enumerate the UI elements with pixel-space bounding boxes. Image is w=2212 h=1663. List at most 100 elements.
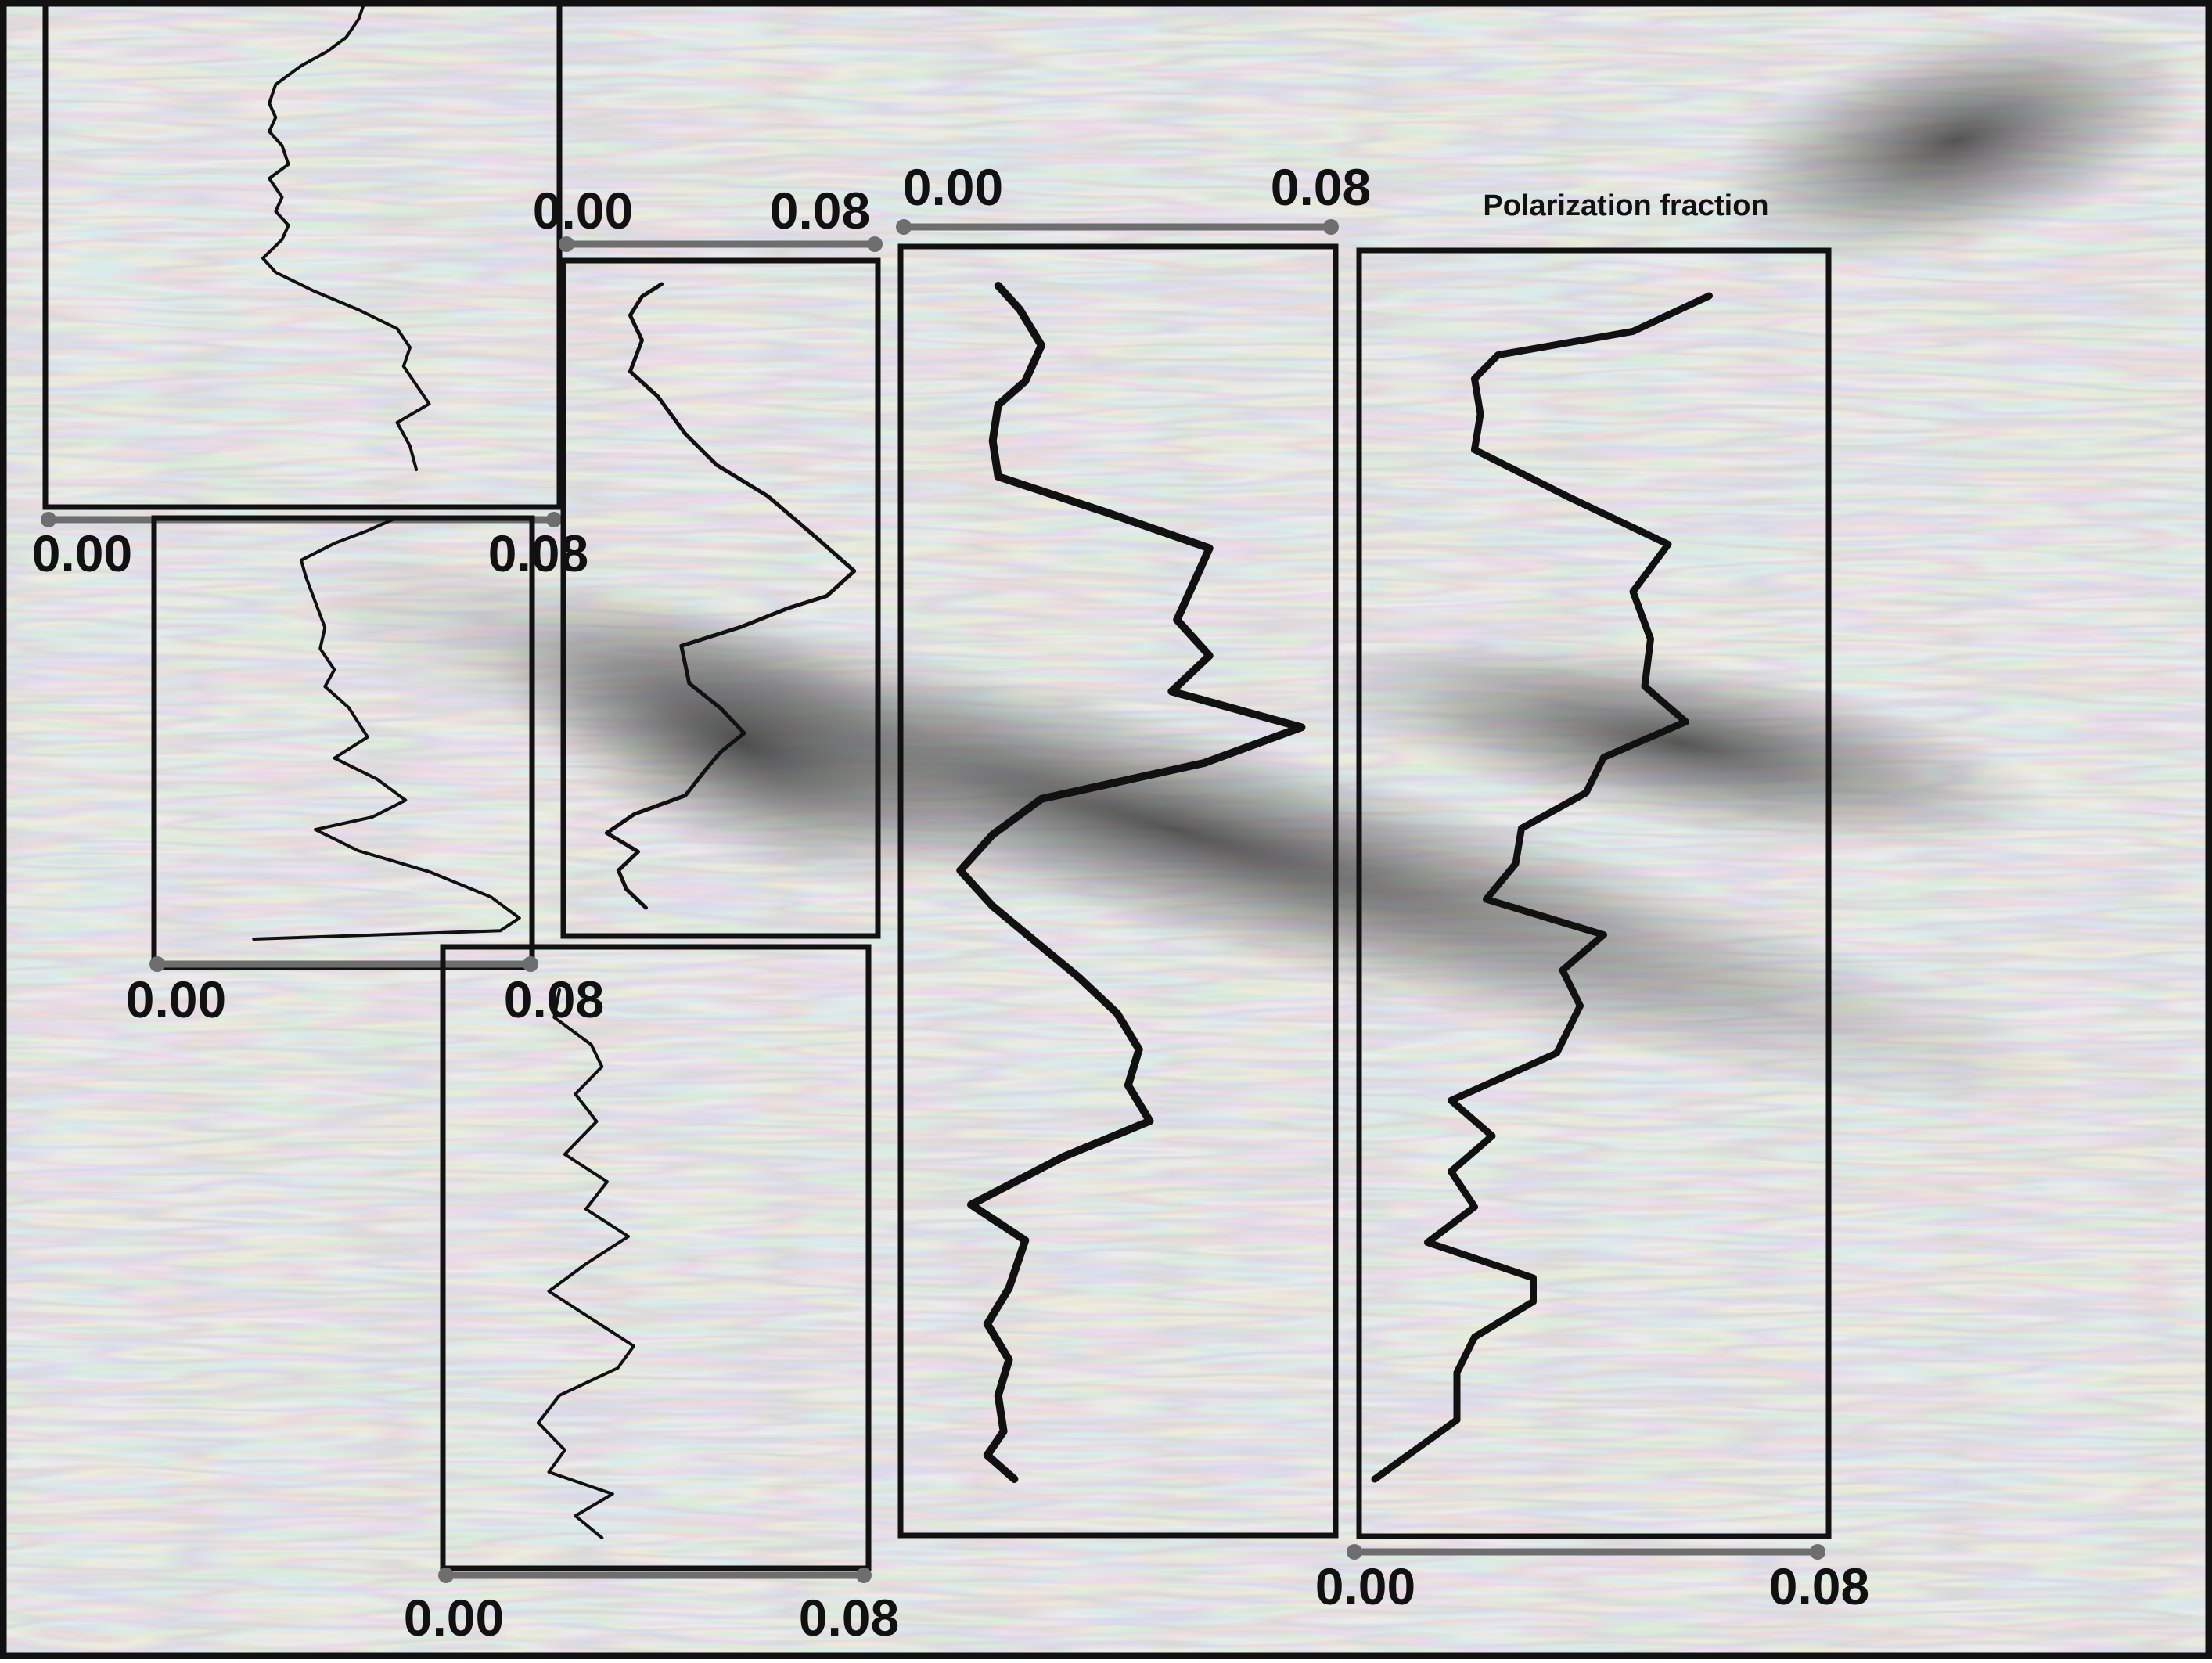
data-point (605, 831, 609, 835)
panel-frame (897, 243, 1339, 1539)
data-point (628, 313, 632, 317)
data-point (371, 815, 374, 819)
data-point (611, 1492, 614, 1496)
data-point (1032, 938, 1040, 945)
data-point (739, 625, 743, 629)
scale-bar-end (559, 236, 574, 252)
data-point (1448, 1097, 1455, 1103)
data-point (268, 130, 271, 133)
profile-panel: 0.00 0.08 (404, 944, 899, 1647)
profile-panel: 0.00 0.08 (533, 182, 883, 939)
data-point (1076, 974, 1083, 981)
data-point (1372, 1476, 1378, 1482)
data-point (498, 929, 502, 932)
data-point (518, 916, 521, 920)
data-point (1038, 342, 1045, 349)
data-point (1059, 1154, 1066, 1161)
tick-label-max: 0.08 (799, 1589, 899, 1647)
data-point (1011, 1475, 1018, 1483)
data-point (617, 869, 620, 873)
tick-label-min: 0.00 (404, 1589, 504, 1647)
data-point (404, 798, 407, 802)
data-point (1200, 759, 1207, 767)
data-point (1298, 724, 1305, 731)
tick-label-min: 0.00 (903, 158, 1003, 216)
data-point (364, 0, 367, 2)
scale-bar-end (438, 1568, 454, 1583)
data-point (286, 163, 290, 166)
data-point (1512, 861, 1519, 867)
data-point (274, 83, 277, 86)
data-point (1022, 1236, 1029, 1244)
data-point (786, 607, 789, 610)
data-point (1000, 1427, 1007, 1435)
data-point (547, 1470, 551, 1474)
data-point (314, 828, 317, 831)
data-point (489, 895, 493, 898)
data-point (300, 64, 303, 67)
tick-label-max: 0.08 (1271, 158, 1371, 216)
data-point (590, 1317, 593, 1320)
data-point (1022, 377, 1029, 385)
data-point (274, 116, 277, 119)
data-point (718, 750, 723, 754)
data-point (280, 196, 284, 199)
data-point (1424, 1239, 1431, 1246)
data-point (967, 1201, 975, 1208)
data-point (408, 445, 412, 448)
data-point (825, 594, 829, 598)
data-point (1038, 795, 1045, 802)
data-point (1494, 351, 1502, 358)
data-point (357, 17, 361, 20)
data-point (703, 769, 707, 772)
data-point (304, 575, 308, 578)
data-point (547, 1290, 551, 1293)
data-point (1483, 896, 1490, 902)
data-point (616, 1366, 620, 1370)
data-point (957, 867, 964, 874)
data-point (1113, 1010, 1121, 1017)
data-point (558, 988, 561, 992)
data-point (563, 1153, 566, 1156)
data-point (427, 870, 431, 873)
profile-panel: 0.00 0.08 (1315, 247, 1869, 1615)
data-point (1124, 1082, 1131, 1089)
data-point (584, 1208, 588, 1211)
panel-frame (560, 257, 881, 939)
scale-bar-end (523, 956, 538, 972)
data-point (595, 1120, 599, 1123)
data-point (628, 369, 632, 373)
dark-ridge (492, 596, 995, 891)
data-point (1600, 754, 1607, 761)
data-point (318, 647, 322, 650)
data-point (656, 394, 660, 398)
data-point (333, 542, 336, 545)
scale-bar-end (867, 236, 883, 252)
scale-bar-end (856, 1568, 872, 1583)
data-point (606, 1180, 609, 1183)
scale-bar-end (546, 512, 562, 527)
tick-label-max: 0.08 (770, 182, 870, 239)
data-point (683, 794, 687, 797)
data-point (989, 831, 996, 838)
data-point (1553, 1049, 1560, 1056)
scale-bar-end (1810, 1544, 1825, 1560)
data-point (640, 338, 644, 342)
data-point (326, 50, 329, 53)
scale-bar-end (41, 512, 56, 527)
data-point (584, 1262, 588, 1265)
tick-label-min: 0.00 (126, 970, 226, 1028)
data-point (644, 905, 648, 910)
data-point (590, 1043, 593, 1046)
data-point (280, 144, 284, 147)
scale-bar-end (896, 219, 912, 235)
data-point (743, 731, 746, 735)
data-point (1530, 1298, 1537, 1305)
data-point (1706, 293, 1713, 299)
data-point (312, 290, 316, 293)
profile-line (537, 988, 635, 1539)
data-point (1168, 688, 1175, 695)
tick-label-min: 0.00 (32, 524, 132, 582)
